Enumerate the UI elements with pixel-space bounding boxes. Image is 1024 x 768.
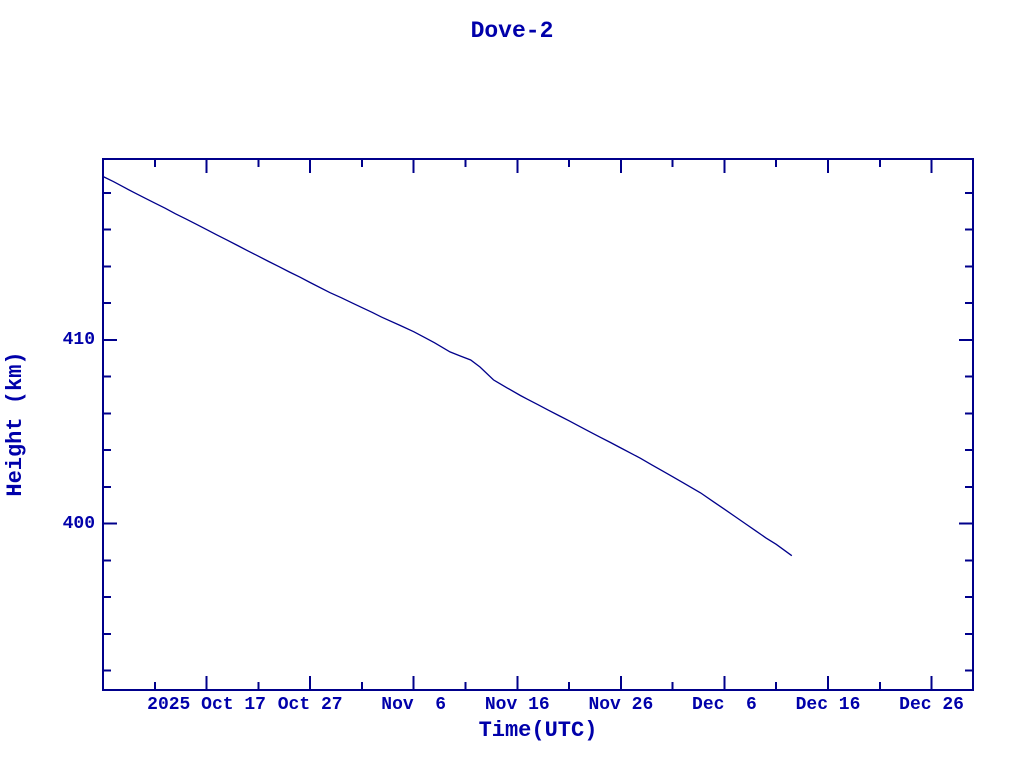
x-tick-label: Dec 16 (795, 695, 861, 715)
y-tick-label: 410 (62, 329, 95, 350)
chart-title: Dove-2 (470, 18, 554, 44)
x-tick-label: Nov 6 (381, 695, 447, 715)
x-tick-label: Dec 6 (692, 695, 757, 715)
x-tick-label: Dec 26 (899, 695, 964, 715)
height-series-line (102, 175, 793, 557)
x-tick-label: Nov 16 (484, 695, 550, 715)
y-tick-label: 400 (62, 513, 95, 534)
x-tick-label: Nov 26 (588, 695, 654, 715)
x-axis-title: Time(UTC) (478, 718, 598, 743)
x-tick-label: Oct 27 (277, 695, 343, 715)
x-tick-label: 2025 Oct 17 (147, 695, 266, 715)
axes-frame (102, 158, 974, 691)
y-axis-title: Height (km) (3, 351, 28, 497)
